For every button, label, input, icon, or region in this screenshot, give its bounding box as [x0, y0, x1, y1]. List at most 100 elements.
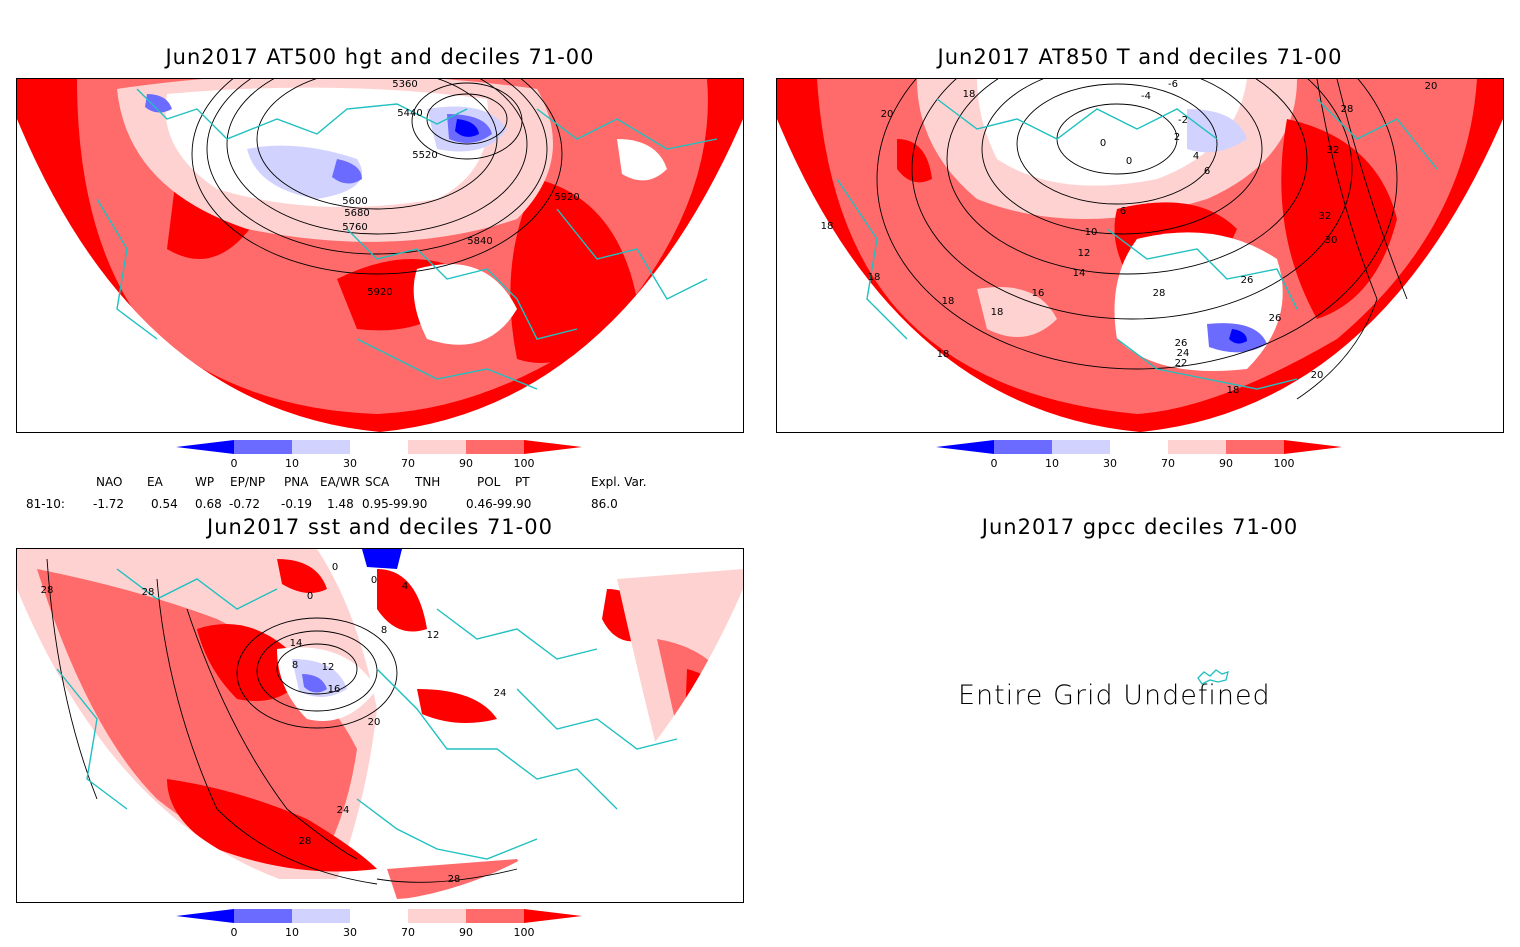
hgt500-label: 5520 [412, 150, 437, 161]
colorbar-tick: 100 [1274, 457, 1295, 470]
sst-label: 14 [290, 638, 303, 649]
index-value: -0.72 [229, 497, 261, 511]
sst-colorbar: 0 10 30 70 90 100 [172, 907, 592, 947]
gpcc-title: Jun2017 gpcc deciles 71-00 [981, 515, 1299, 539]
t850-label: 32 [1327, 145, 1340, 156]
hgt500-label: 5920 [554, 192, 579, 203]
sst-label: 8 [292, 660, 298, 671]
sst-label: 24 [337, 805, 350, 816]
t850-label: 12 [1078, 248, 1091, 259]
colorbar-tick: 100 [514, 457, 535, 470]
index-name: PNA [284, 475, 309, 489]
sst-label: 28 [448, 874, 461, 885]
t850-label: 20 [1425, 81, 1438, 92]
t850-label: 28 [1341, 104, 1354, 115]
colorbar-tick: 90 [1219, 457, 1233, 470]
index-name: SCA [365, 475, 390, 489]
t850-label: 18 [991, 307, 1004, 318]
t850-label: 20 [1311, 370, 1324, 381]
t850-label: 14 [1073, 268, 1086, 279]
t850-label: 18 [942, 296, 955, 307]
index-name: EP/NP [230, 475, 266, 489]
hgt500-label: 5920 [367, 287, 392, 298]
colorbar-tick: 0 [231, 457, 238, 470]
hgt500-label: 5440 [397, 108, 422, 119]
colorbar-tick: 70 [401, 926, 415, 939]
index-name: NAO [96, 475, 123, 489]
t850-label: 32 [1319, 211, 1332, 222]
t850-label: 0 [1100, 138, 1106, 149]
hgt500-label: 5760 [342, 222, 367, 233]
gpcc-map-fragment [1196, 668, 1230, 686]
hgt500-colorbar: 0 10 30 70 90 100 [172, 438, 592, 478]
t850-map: -6 -4 -2 0 0 2 4 6 6 10 12 14 16 18 18 1… [776, 78, 1504, 433]
colorbar-tick: 70 [401, 457, 415, 470]
t850-title: Jun2017 AT850 T and deciles 71-00 [937, 45, 1343, 69]
t850-label: 10 [1085, 227, 1098, 238]
t850-label: 24 [1177, 348, 1190, 359]
t850-label: 26 [1241, 275, 1254, 286]
sst-title: Jun2017 sst and deciles 71-00 [207, 515, 553, 539]
index-name: EA [147, 475, 163, 489]
sst-label: 20 [368, 717, 381, 728]
colorbar-tick: 0 [991, 457, 998, 470]
index-name: PT [515, 475, 530, 489]
hgt500-label: 5680 [344, 208, 369, 219]
sst-label: 28 [142, 587, 155, 598]
colorbar-tick: 90 [459, 926, 473, 939]
index-value: 0.68 [195, 497, 222, 511]
colorbar-tick: 0 [231, 926, 238, 939]
gpcc-undefined-message: Entire Grid Undefined [958, 680, 1271, 711]
t850-label: 30 [1325, 235, 1338, 246]
colorbar-tick: 30 [343, 926, 357, 939]
index-value: 86.0 [591, 497, 618, 511]
sst-label: 28 [41, 585, 54, 596]
index-value: -0.19 [281, 497, 313, 511]
sst-label: 0 [371, 575, 377, 586]
t850-label: 26 [1175, 338, 1188, 349]
sst-label: 0 [332, 562, 338, 573]
sst-label: 12 [322, 662, 335, 673]
colorbar-tick: 10 [285, 926, 299, 939]
hgt500-map: 5360 5440 5520 5600 5680 5760 5840 5920 … [16, 78, 744, 433]
t850-label: 16 [1032, 288, 1045, 299]
t850-label: 18 [937, 349, 950, 360]
hgt500-label: 5840 [467, 236, 492, 247]
sst-label: 8 [381, 625, 387, 636]
colorbar-tick: 30 [343, 457, 357, 470]
t850-label: 6 [1204, 166, 1210, 177]
index-row-label: 81-10: [26, 497, 65, 511]
t850-label: -6 [1168, 79, 1178, 90]
t850-colorbar: 0 10 30 70 90 100 [932, 438, 1352, 478]
index-value: -1.72 [93, 497, 125, 511]
t850-label: 6 [1120, 206, 1126, 217]
t850-label: 4 [1193, 151, 1199, 162]
t850-label: 18 [963, 89, 976, 100]
colorbar-tick: 10 [1045, 457, 1059, 470]
index-name: EA/WR [320, 475, 361, 489]
t850-label: 20 [881, 109, 894, 120]
sst-label: 16 [328, 684, 341, 695]
hgt500-label: 5600 [342, 196, 367, 207]
index-value: 1.48 [327, 497, 354, 511]
colorbar-tick: 90 [459, 457, 473, 470]
colorbar-tick: 10 [285, 457, 299, 470]
sst-label: 24 [494, 688, 507, 699]
t850-label: 18 [821, 221, 834, 232]
index-name: TNH [415, 475, 441, 489]
t850-label: -2 [1178, 115, 1188, 126]
index-name: WP [195, 475, 215, 489]
colorbar-tick: 100 [514, 926, 535, 939]
index-value: 0.54 [151, 497, 178, 511]
indices-table: NAO EA WP EP/NP PNA EA/WR SCA TNH POL PT… [20, 475, 720, 515]
index-value: 0.46-99.90 [466, 497, 532, 511]
sst-label: 12 [427, 630, 440, 641]
index-name: POL [477, 475, 501, 489]
t850-label: 22 [1175, 358, 1188, 369]
hgt500-title: Jun2017 AT500 hgt and deciles 71-00 [165, 45, 595, 69]
index-name: Expl. Var. [591, 475, 647, 489]
sst-label: 4 [402, 581, 408, 592]
t850-label: 18 [1227, 385, 1240, 396]
sst-label: 0 [307, 591, 313, 602]
hgt500-label: 5360 [392, 79, 417, 90]
